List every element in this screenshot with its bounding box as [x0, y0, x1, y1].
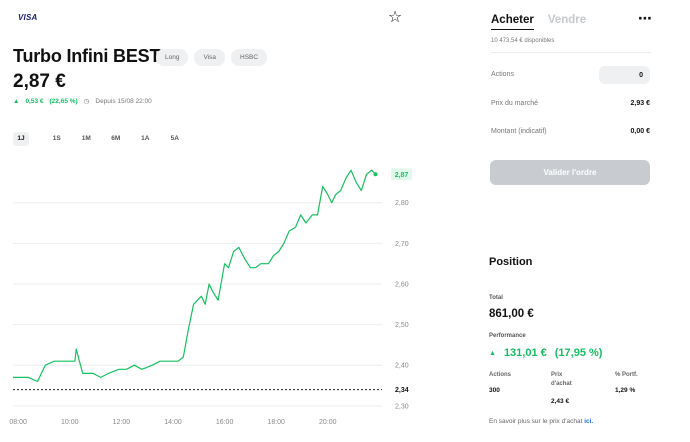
y-tick-label: 2,80: [395, 200, 409, 207]
x-tick-label: 20:00: [319, 419, 337, 426]
price-change: ▲ 0,53 € (22,65 %) ◷ Depuis 15/08 22:00: [13, 97, 152, 106]
x-tick-label: 18:00: [267, 419, 285, 426]
page-title: Turbo Infini BEST: [13, 46, 161, 66]
tag-issuer: HSBC: [231, 49, 268, 66]
x-tick-label: 16:00: [216, 419, 234, 426]
quantity-label: Actions: [491, 71, 514, 78]
period-1w[interactable]: 1S: [52, 135, 61, 142]
buy-price-label-line1: Prix: [551, 372, 563, 378]
change-amount: 0,53 €: [25, 97, 44, 105]
info-link[interactable]: ici.: [584, 418, 594, 425]
period-1m[interactable]: 1M: [81, 135, 91, 142]
buy-price-label: Prix d'achat: [551, 371, 572, 389]
y-tick-label: 2,70: [395, 241, 409, 248]
price-series-line: [13, 169, 376, 383]
y-tick-label: 2,30: [395, 403, 409, 410]
buy-price-label-line2: d'achat: [551, 381, 572, 387]
info-text: En savoir plus sur le prix d'achat: [489, 418, 583, 425]
performance-amount: 131,01 €: [503, 347, 547, 359]
tab-buy[interactable]: Acheter: [491, 14, 534, 30]
period-1d[interactable]: 1J: [13, 132, 29, 146]
quantity-input[interactable]: [599, 66, 650, 84]
performance-value: ▲ 131,01 € (17,95 %): [489, 347, 602, 359]
y-tick-label: 2,60: [395, 281, 409, 288]
tag-direction: Long: [156, 49, 189, 66]
period-5y[interactable]: 5A: [170, 135, 179, 142]
amount-value: 0,00 €: [630, 128, 650, 135]
y-tick-label: 2,40: [395, 363, 409, 370]
order-tabs: Acheter Vendre: [491, 14, 586, 30]
shares-label: Actions: [489, 372, 512, 378]
shares-value: 300: [489, 387, 500, 394]
x-tick-label: 10:00: [61, 419, 79, 426]
total-label: Total: [489, 295, 503, 301]
last-price-badge: [391, 168, 412, 181]
price-chart[interactable]: 2,30 2,40 2,50 2,60 2,70 2,80 2,34 08:00 10:00 12…: [0, 150, 420, 435]
position-title: Position: [489, 256, 533, 268]
clock-icon: ◷: [83, 98, 90, 105]
tag-underlying: Visa: [194, 49, 225, 66]
validate-order-button[interactable]: Valider l'ordre: [490, 160, 650, 185]
y-tick-label: 2,50: [395, 322, 409, 329]
reference-label: 2,34: [395, 387, 409, 394]
up-arrow-icon: ▲: [13, 97, 20, 105]
market-price-label: Prix du marché: [491, 100, 539, 107]
available-cash: 10 473,54 € disponibles: [491, 38, 555, 44]
x-tick-label: 14:00: [164, 419, 182, 426]
product-tags: Long Visa HSBC: [156, 49, 268, 66]
last-price-label: 2,87: [395, 172, 409, 179]
portfolio-label: % Portf.: [615, 372, 638, 378]
period-selector: 1J 1S 1M 6M 1A 5A: [13, 132, 190, 146]
current-price: 2,87 €: [13, 71, 66, 92]
period-6m[interactable]: 6M: [111, 135, 121, 142]
x-tick-label: 08:00: [9, 419, 27, 426]
x-tick-label: 12:00: [113, 419, 131, 426]
order-panel: Acheter Vendre ⋯ 10 473,54 € disponibles…: [474, 0, 690, 442]
star-icon[interactable]: ☆: [387, 9, 403, 26]
market-price-value: 2,93 €: [630, 100, 650, 107]
period-1y[interactable]: 1A: [141, 135, 150, 142]
last-price-point: [373, 172, 378, 177]
change-since: Depuis 15/08 22:00: [95, 97, 152, 105]
more-horizontal-icon[interactable]: ⋯: [638, 10, 653, 26]
performance-label: Performance: [489, 333, 526, 339]
issuer-logo: VISA: [18, 13, 38, 22]
buy-price-info: En savoir plus sur le prix d'achat ici.: [489, 418, 593, 425]
portfolio-value: 1,29 %: [615, 387, 636, 394]
product-panel: VISA ☆ Turbo Infini BEST Long Visa HSBC …: [0, 9, 420, 435]
buy-price-value: 2,43 €: [551, 398, 570, 405]
amount-label: Montant (indicatif): [491, 128, 547, 135]
divider: [491, 52, 651, 53]
up-arrow-icon: ▲: [489, 349, 496, 357]
performance-percent: (17,95 %): [554, 347, 603, 359]
tab-sell[interactable]: Vendre: [547, 14, 587, 26]
change-percent: (22,65 %): [49, 97, 78, 105]
total-value: 861,00 €: [489, 308, 534, 320]
